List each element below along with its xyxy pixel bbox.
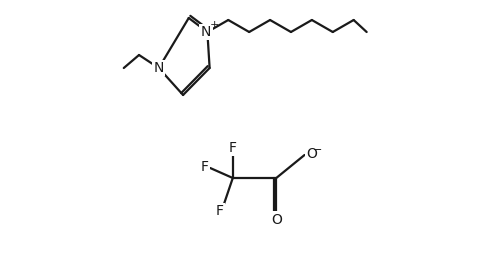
Text: N: N [153, 61, 164, 75]
Text: O: O [271, 212, 282, 227]
Text: N: N [201, 25, 211, 39]
Text: +: + [209, 20, 219, 30]
Text: F: F [216, 204, 224, 218]
Text: −: − [314, 145, 323, 155]
Text: F: F [229, 141, 237, 155]
Text: O: O [306, 147, 317, 161]
Text: F: F [201, 160, 209, 174]
